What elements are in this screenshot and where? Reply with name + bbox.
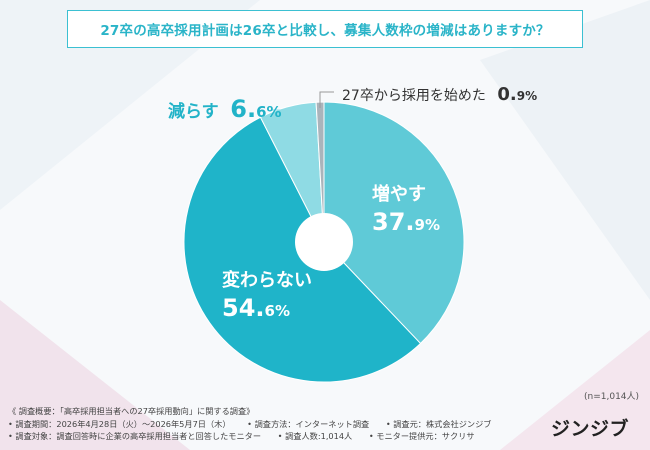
- label-decrease-name: 減らす: [168, 102, 219, 122]
- footer-method: • 調査方法：インターネット調査: [247, 418, 370, 429]
- footer-target: • 調査対象：調査回答時に企業の高卒採用担当者と回答したモニター: [8, 431, 262, 441]
- label-unchanged-value: 54.: [222, 294, 265, 322]
- leader-line-started: [319, 91, 334, 108]
- donut-hole: [295, 213, 353, 271]
- label-decrease: 減らす 6.6%: [168, 97, 282, 121]
- sample-size: (n=1,014人): [584, 392, 640, 402]
- label-increase-value: 37.: [372, 208, 415, 236]
- footer-count: • 調査人数:1,014人: [277, 431, 353, 441]
- label-started-value-decimal: 9%: [516, 89, 538, 103]
- survey-footer: 《 調査概要：「高卒採用担当者への27卒採用動向」に関する調査》 • 調査期間：…: [8, 405, 506, 443]
- footer-provider: • モニター提供元：サクリサ: [368, 431, 475, 441]
- footer-source: • 調査元：株式会社ジンジブ: [385, 418, 492, 429]
- label-unchanged: 変わらない 54.6%: [222, 270, 312, 322]
- slice-increase: [323, 101, 465, 345]
- label-increase: 増やす 37.9%: [372, 184, 440, 236]
- label-increase-name: 増やす: [372, 184, 426, 205]
- label-decrease-value-decimal: 6%: [256, 103, 282, 121]
- label-unchanged-value-decimal: 6%: [264, 302, 290, 320]
- label-started: 27卒から採用を始めた 0.9%: [342, 86, 537, 104]
- label-started-value: 0.: [497, 84, 517, 105]
- footer-line-3: • 調査対象：調査回答時に企業の高卒採用担当者と回答したモニター • 調査人数:…: [8, 430, 506, 443]
- company-logo: ジンジブ: [551, 418, 630, 440]
- leader-line-decrease: [272, 109, 291, 119]
- footer-period: • 調査期間：2026年4月28日（火）～2026年5月7日（木）: [8, 418, 231, 429]
- footer-line-2: • 調査期間：2026年4月28日（火）～2026年5月7日（木） • 調査方法…: [8, 418, 506, 431]
- label-decrease-value: 6.: [230, 95, 257, 123]
- label-unchanged-name: 変わらない: [222, 270, 312, 291]
- label-increase-value-decimal: 9%: [414, 216, 440, 234]
- label-started-name: 27卒から採用を始めた: [342, 88, 486, 104]
- footer-line-1: 《 調査概要：「高卒採用担当者への27卒採用動向」に関する調査》: [8, 406, 255, 416]
- title-box: 27卒の高卒採用計画は26卒と比較し、募集人数枠の増減はありますか？: [67, 10, 583, 48]
- chart-title: 27卒の高卒採用計画は26卒と比較し、募集人数枠の増減はありますか？: [100, 23, 550, 39]
